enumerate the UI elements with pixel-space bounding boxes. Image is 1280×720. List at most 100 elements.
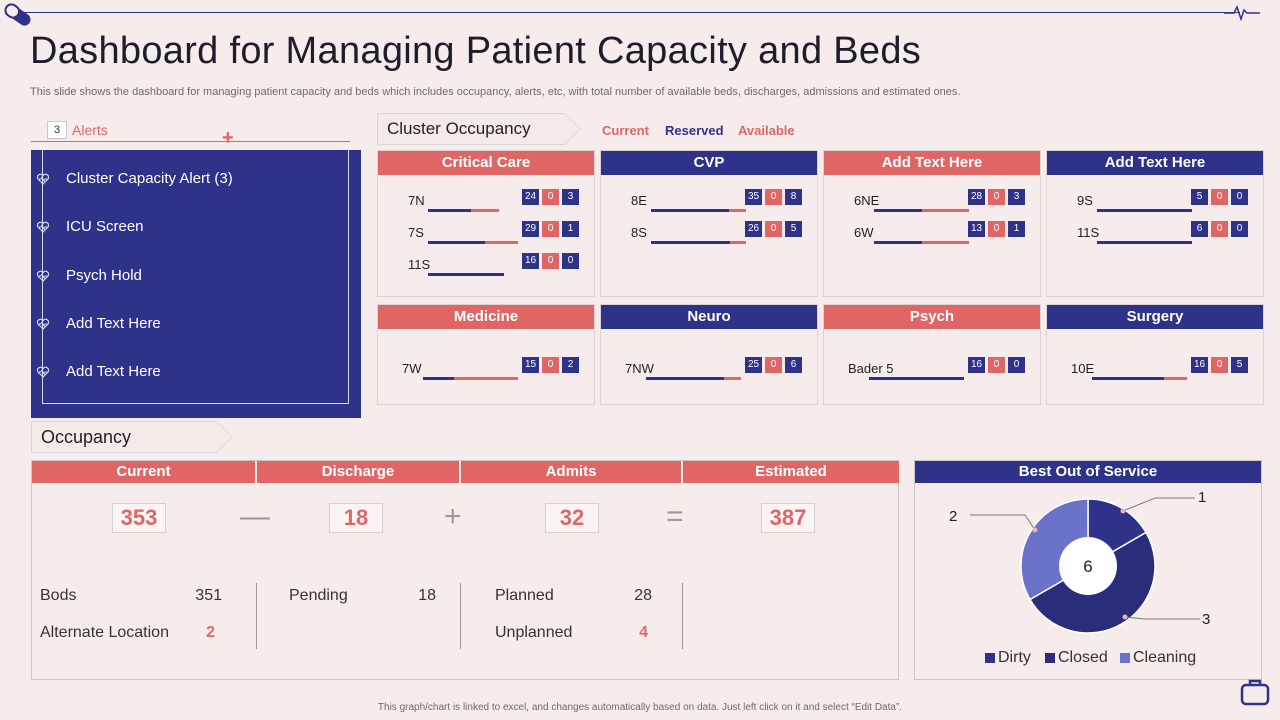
callout-dot-1 bbox=[1120, 508, 1126, 514]
occ-value-discharge: 18 bbox=[329, 503, 383, 533]
reserved-badge: 0 bbox=[1211, 357, 1228, 373]
occupancy-bar-current bbox=[428, 241, 485, 244]
occupancy-tab[interactable]: Occupancy bbox=[31, 421, 233, 453]
occupancy-bar bbox=[651, 209, 746, 212]
reserved-badge: 0 bbox=[1211, 189, 1228, 205]
available-badge: 1 bbox=[1008, 221, 1025, 237]
alert-item[interactable]: Add Text Here bbox=[36, 363, 161, 380]
occupancy-bar bbox=[1097, 241, 1192, 244]
occupancy-bar-available bbox=[921, 209, 969, 212]
unit-name: 11S bbox=[1077, 225, 1100, 240]
current-badge: 5 bbox=[1191, 189, 1208, 205]
cluster-card[interactable]: Surgery 10E 16 0 5 bbox=[1046, 304, 1264, 405]
alert-item[interactable]: ICU Screen bbox=[36, 218, 144, 235]
cluster-card[interactable]: Add Text Here 6NE 28 0 3 6W 13 0 1 bbox=[823, 150, 1041, 297]
alert-item[interactable]: Psych Hold bbox=[36, 267, 142, 284]
available-badge: 2 bbox=[562, 357, 579, 373]
unplanned-value: 4 bbox=[639, 624, 648, 641]
cluster-card[interactable]: Psych Bader 5 16 0 0 bbox=[823, 304, 1041, 405]
add-alert-button[interactable]: + bbox=[222, 127, 234, 149]
current-badge: 16 bbox=[968, 357, 985, 373]
occupancy-bar bbox=[423, 377, 518, 380]
occupancy-bar-available bbox=[470, 209, 500, 212]
reserved-badge: 0 bbox=[542, 357, 559, 373]
alert-item-label: Psych Hold bbox=[66, 267, 142, 284]
cluster-card-title: Medicine bbox=[378, 305, 594, 329]
occupancy-bar-available bbox=[921, 241, 969, 244]
occupancy-bar-current bbox=[428, 209, 471, 212]
occupancy-bar bbox=[1092, 377, 1187, 380]
callout-dot-2 bbox=[1032, 527, 1038, 533]
cluster-card-title: Psych bbox=[824, 305, 1040, 329]
occ-head-current: Current bbox=[32, 461, 255, 483]
reserved-badge: 0 bbox=[988, 357, 1005, 373]
occ-divider-2 bbox=[460, 583, 461, 649]
unit-name: 6W bbox=[854, 225, 874, 240]
bed-count-badges: 16 0 0 bbox=[968, 357, 1025, 373]
bed-count-badges: 13 0 1 bbox=[968, 221, 1025, 237]
callout-label-3: 3 bbox=[1202, 611, 1210, 628]
cluster-occupancy-tab[interactable]: Cluster Occupancy bbox=[377, 113, 581, 145]
alert-item[interactable]: Cluster Capacity Alert (3) bbox=[36, 170, 233, 187]
current-badge: 29 bbox=[522, 221, 539, 237]
cluster-row: 6W 13 0 1 bbox=[824, 221, 1040, 255]
cluster-card[interactable]: Add Text Here 9S 5 0 0 11S 6 0 0 bbox=[1046, 150, 1264, 297]
unit-name: 7W bbox=[402, 361, 422, 376]
heart-monitor-icon bbox=[36, 366, 50, 378]
current-badge: 6 bbox=[1191, 221, 1208, 237]
occupancy-bar bbox=[874, 241, 969, 244]
current-badge: 16 bbox=[522, 253, 539, 269]
alert-item-label: Add Text Here bbox=[66, 363, 161, 380]
occ-value-admits: 32 bbox=[545, 503, 599, 533]
occ-head-discharge: Discharge bbox=[257, 461, 459, 483]
bed-count-badges: 24 0 3 bbox=[522, 189, 579, 205]
heart-monitor-icon bbox=[36, 318, 50, 330]
reserved-badge: 0 bbox=[542, 189, 559, 205]
cluster-row: 8S 26 0 5 bbox=[601, 221, 817, 255]
alerts-list: Cluster Capacity Alert (3) ICU Screen Psyc… bbox=[36, 150, 349, 404]
minus-operator: — bbox=[240, 500, 270, 533]
cluster-row: 7S 29 0 1 bbox=[378, 221, 594, 255]
unit-name: 9S bbox=[1077, 193, 1093, 208]
briefcase-icon bbox=[1240, 679, 1270, 706]
occupancy-bar bbox=[651, 241, 746, 244]
bos-title: Best Out of Service bbox=[915, 461, 1261, 483]
alerts-panel: Cluster Capacity Alert (3) ICU Screen Psyc… bbox=[31, 150, 361, 418]
legend-closed: Closed bbox=[1045, 649, 1108, 667]
occ-divider-1 bbox=[256, 583, 257, 649]
available-badge: 6 bbox=[785, 357, 802, 373]
cluster-card[interactable]: CVP 8E 35 0 8 8S 26 0 5 bbox=[600, 150, 818, 297]
unit-name: 11S bbox=[408, 257, 431, 272]
current-badge: 28 bbox=[968, 189, 985, 205]
occupancy-bar bbox=[1097, 209, 1192, 212]
legend-cleaning: Cleaning bbox=[1120, 649, 1196, 667]
current-badge: 35 bbox=[745, 189, 762, 205]
available-badge: 5 bbox=[1231, 357, 1248, 373]
cluster-card[interactable]: Medicine 7W 15 0 2 bbox=[377, 304, 595, 405]
occupancy-bar-current bbox=[646, 377, 724, 380]
occupancy-bar bbox=[428, 273, 523, 276]
alert-item[interactable]: Add Text Here bbox=[36, 315, 161, 332]
occupancy-bar bbox=[874, 209, 969, 212]
alerts-heading[interactable]: Alerts bbox=[72, 122, 108, 138]
occupancy-bar bbox=[869, 377, 964, 380]
available-badge: 1 bbox=[562, 221, 579, 237]
cluster-card[interactable]: Neuro 7NW 25 0 6 bbox=[600, 304, 818, 405]
bed-count-badges: 16 0 5 bbox=[1191, 357, 1248, 373]
current-badge: 25 bbox=[745, 357, 762, 373]
cluster-row: 7W 15 0 2 bbox=[378, 357, 594, 391]
donut-center-value: 6 bbox=[1083, 557, 1092, 576]
planned-value: 28 bbox=[634, 587, 652, 604]
reserved-badge: 0 bbox=[765, 357, 782, 373]
available-badge: 8 bbox=[785, 189, 802, 205]
occupancy-bar bbox=[646, 377, 741, 380]
callout-dot-3 bbox=[1122, 614, 1128, 620]
alternate-location-value: 2 bbox=[206, 624, 215, 641]
available-badge: 3 bbox=[1008, 189, 1025, 205]
cluster-row: 9S 5 0 0 bbox=[1047, 189, 1263, 223]
occupancy-bar-available bbox=[1164, 377, 1187, 380]
occupancy-bar-current bbox=[869, 377, 964, 380]
top-rule bbox=[20, 12, 1240, 13]
cluster-card[interactable]: Critical Care 7N 24 0 3 7S 29 0 1 11S 16 0 0 bbox=[377, 150, 595, 297]
